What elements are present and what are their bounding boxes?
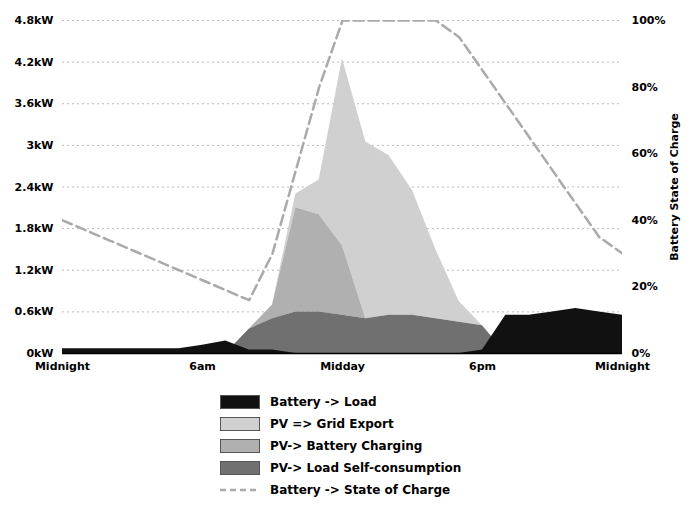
svg-text:Battery State of Charge: Battery State of Charge <box>668 113 681 261</box>
svg-text:Midday: Midday <box>320 360 365 373</box>
html-text:Battery -> State of Charge: Battery -> State of Charge <box>270 483 451 497</box>
html-text:PV-> Load Self-consumption: PV-> Load Self-consumption <box>270 461 462 475</box>
svg-text:Midnight: Midnight <box>35 360 90 373</box>
svg-text:Midnight: Midnight <box>595 360 650 373</box>
svg-text:6am: 6am <box>189 360 216 373</box>
svg-text:1.2kW: 1.2kW <box>15 264 54 277</box>
svg-text:0%: 0% <box>632 347 651 360</box>
svg-text:100%: 100% <box>632 14 666 27</box>
svg-text:0kW: 0kW <box>26 347 53 360</box>
svg-text:6pm: 6pm <box>469 360 496 373</box>
svg-text:1.8kW: 1.8kW <box>15 222 54 235</box>
html-text:Battery -> Load: Battery -> Load <box>270 395 377 409</box>
svg-text:3.6kW: 3.6kW <box>15 97 54 110</box>
html-text:PV-> Battery Charging: PV-> Battery Charging <box>270 439 423 453</box>
svg-text:0.6kW: 0.6kW <box>15 305 54 318</box>
svg-text:60%: 60% <box>632 147 658 160</box>
svg-text:2.4kW: 2.4kW <box>15 181 54 194</box>
html-text:PV => Grid Export: PV => Grid Export <box>270 417 394 431</box>
svg-text:40%: 40% <box>632 214 658 227</box>
svg-text:3kW: 3kW <box>26 139 53 152</box>
svg-text:4.2kW: 4.2kW <box>15 56 54 69</box>
svg-text:80%: 80% <box>632 81 658 94</box>
svg-text:4.8kW: 4.8kW <box>15 14 54 27</box>
svg-text:20%: 20% <box>632 280 658 293</box>
